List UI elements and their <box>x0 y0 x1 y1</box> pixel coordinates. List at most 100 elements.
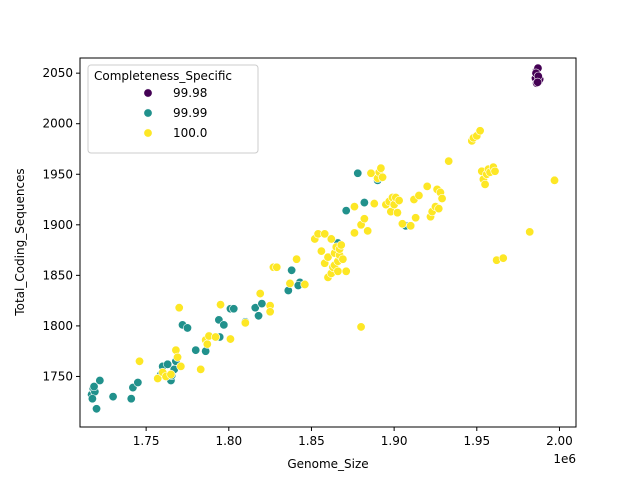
data-point <box>229 304 239 314</box>
legend-box <box>87 64 259 154</box>
legend-label: 99.99 <box>173 106 207 120</box>
x-axis-offset-label: 1e6 <box>553 452 576 466</box>
data-point <box>126 394 136 404</box>
data-point <box>326 234 336 244</box>
data-point <box>133 378 143 388</box>
data-point <box>225 334 235 344</box>
data-point <box>196 364 206 374</box>
data-point <box>174 303 184 313</box>
x-tick-label: 2.00 <box>546 434 573 448</box>
plot-frame <box>79 57 577 428</box>
data-point <box>292 254 302 264</box>
points-layer <box>87 63 560 414</box>
data-point <box>202 339 212 349</box>
legend-marker <box>143 128 153 138</box>
data-point <box>349 202 359 212</box>
y-tick-label: 1900 <box>42 218 73 232</box>
y-tick-label: 2000 <box>42 117 73 131</box>
data-point <box>108 392 118 402</box>
legend-marker <box>143 88 153 98</box>
y-tick-label: 2050 <box>42 66 73 80</box>
data-point <box>397 219 407 229</box>
data-point <box>211 332 221 342</box>
data-point <box>363 226 373 236</box>
data-point <box>411 213 421 223</box>
data-point <box>333 266 343 276</box>
data-point <box>550 175 560 185</box>
data-point <box>349 228 359 238</box>
x-axis-label: Genome_Size <box>287 457 368 471</box>
data-point <box>240 318 250 328</box>
data-point <box>422 181 432 191</box>
data-point <box>92 404 102 414</box>
legend-label: 99.98 <box>173 86 207 100</box>
data-point <box>254 311 264 321</box>
data-point <box>336 240 346 250</box>
data-point <box>265 307 275 317</box>
data-point <box>444 156 454 166</box>
data-point <box>135 356 145 366</box>
ticks-layer: 1.75 1.80 1.85 1.90 1.95 2.00 1750 1800 1850 1900… <box>42 66 572 448</box>
data-point <box>300 279 310 289</box>
data-point <box>353 168 363 178</box>
data-point <box>394 196 404 206</box>
x-tick-label: 1.90 <box>381 434 408 448</box>
legend-title: Completeness_Specific <box>94 69 232 83</box>
data-point <box>498 253 508 263</box>
y-tick-label: 1750 <box>42 369 73 383</box>
data-point <box>182 323 192 333</box>
data-point <box>490 166 500 176</box>
data-point <box>163 359 173 369</box>
y-tick-label: 1850 <box>42 268 73 282</box>
legend-marker <box>143 108 153 118</box>
data-point <box>437 194 447 204</box>
data-point <box>250 303 260 313</box>
y-tick-label: 1950 <box>42 167 73 181</box>
data-point <box>533 77 543 87</box>
data-point <box>166 369 176 379</box>
data-point <box>287 265 297 275</box>
x-tick-label: 1.85 <box>298 434 325 448</box>
x-tick-label: 1.75 <box>133 434 160 448</box>
y-tick-label: 1800 <box>42 319 73 333</box>
data-point <box>376 163 386 173</box>
data-point <box>272 262 282 272</box>
data-point <box>525 227 535 237</box>
data-point <box>480 179 490 189</box>
x-tick-label: 1.95 <box>463 434 490 448</box>
y-axis-label: Total_Coding_Sequences <box>13 168 27 316</box>
data-point <box>323 252 333 262</box>
data-point <box>392 208 402 218</box>
data-point <box>255 289 265 299</box>
data-point <box>341 266 351 276</box>
legend: Completeness_Specific 99.98 99.99 100.0 <box>87 64 259 154</box>
data-point <box>320 229 330 239</box>
data-point <box>378 172 388 182</box>
data-point <box>338 254 348 264</box>
data-point <box>316 246 326 256</box>
data-point <box>414 190 424 200</box>
data-point <box>356 322 366 332</box>
data-point <box>87 394 97 404</box>
data-point <box>341 206 351 216</box>
data-point <box>369 199 379 209</box>
x-tick-label: 1.80 <box>215 434 242 448</box>
data-point <box>285 278 295 288</box>
data-point <box>359 198 369 208</box>
data-point <box>434 204 444 214</box>
data-point <box>191 345 201 355</box>
data-point <box>359 214 369 224</box>
data-point <box>153 373 163 383</box>
data-point <box>475 126 485 136</box>
data-point <box>89 382 99 392</box>
data-point <box>173 352 183 362</box>
data-point <box>257 299 267 309</box>
data-point <box>95 375 105 385</box>
legend-label: 100.0 <box>173 126 207 140</box>
data-point <box>406 221 416 231</box>
data-point <box>216 300 226 310</box>
data-point <box>176 361 186 371</box>
legend-items: 99.98 99.99 100.0 <box>143 86 207 140</box>
data-point <box>219 320 229 330</box>
